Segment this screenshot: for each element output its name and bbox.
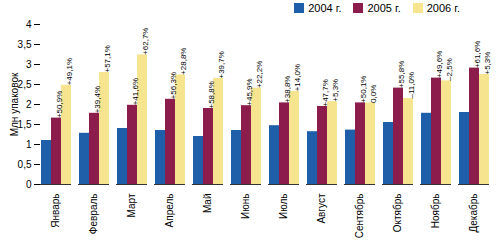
svg-text:+5,3%: +5,3% (483, 52, 492, 75)
svg-text:+39,4%: +39,4% (93, 86, 102, 113)
svg-text:+57,1%: +57,1% (103, 45, 112, 72)
svg-text:+50,9%: +50,9% (55, 91, 64, 118)
svg-text:+38,8%: +38,8% (283, 76, 292, 103)
svg-text:Февраль: Февраль (88, 194, 99, 235)
svg-text:+47,7%: +47,7% (321, 79, 330, 106)
svg-text:Ноябрь: Ноябрь (430, 194, 441, 229)
svg-text:+61,6%: +61,6% (473, 41, 482, 68)
svg-text:+5,3%: +5,3% (331, 79, 340, 102)
html-text:2006 г.: 2006 г. (426, 2, 460, 14)
svg-text:3,5: 3,5 (18, 39, 32, 50)
svg-text:Декабрь: Декабрь (468, 194, 479, 233)
svg-text:2,5: 2,5 (18, 79, 32, 90)
svg-text:Март: Март (126, 193, 137, 217)
html-text:2004 г.: 2004 г. (308, 2, 342, 14)
svg-text:1,5: 1,5 (18, 119, 32, 130)
svg-text:+45,9%: +45,9% (245, 78, 254, 105)
svg-text:0,0%: 0,0% (369, 85, 378, 103)
svg-text:2: 2 (26, 99, 32, 110)
svg-text:+22,2%: +22,2% (255, 61, 264, 88)
svg-text:+41,6%: +41,6% (131, 78, 140, 105)
svg-text:Сентябрь: Сентябрь (354, 194, 365, 239)
svg-text:1: 1 (26, 139, 32, 150)
svg-text:+49,6%: +49,6% (435, 51, 444, 78)
svg-text:Июль: Июль (278, 194, 289, 220)
svg-text:Август: Август (316, 193, 327, 224)
svg-text:–11,0%: –11,0% (407, 72, 416, 99)
svg-text:3: 3 (26, 59, 32, 70)
svg-text:Млн упаковок: Млн упаковок (9, 72, 20, 136)
svg-text:+55,8%: +55,8% (397, 61, 406, 88)
svg-text:0: 0 (26, 179, 32, 190)
svg-text:Апрель: Апрель (164, 194, 175, 228)
svg-text:–2,5%: –2,5% (445, 58, 454, 81)
svg-text:+58,8%: +58,8% (207, 81, 216, 108)
svg-text:Октябрь: Октябрь (392, 194, 403, 233)
svg-text:+49,1%: +49,1% (65, 58, 74, 85)
svg-text:+56,3%: +56,3% (169, 72, 178, 99)
svg-text:Май: Май (202, 194, 213, 214)
svg-text:4: 4 (26, 19, 32, 30)
svg-text:+50,1%: +50,1% (359, 76, 368, 103)
svg-text:Январь: Январь (50, 194, 61, 228)
svg-text:Июнь: Июнь (240, 194, 251, 219)
svg-text:+28,8%: +28,8% (179, 48, 188, 75)
svg-text:+62,7%: +62,7% (141, 28, 150, 55)
svg-text:+14,0%: +14,0% (293, 64, 302, 91)
html-text:2005 г.: 2005 г. (367, 2, 401, 14)
svg-text:+39,7%: +39,7% (217, 51, 226, 78)
svg-text:0,5: 0,5 (18, 159, 32, 170)
